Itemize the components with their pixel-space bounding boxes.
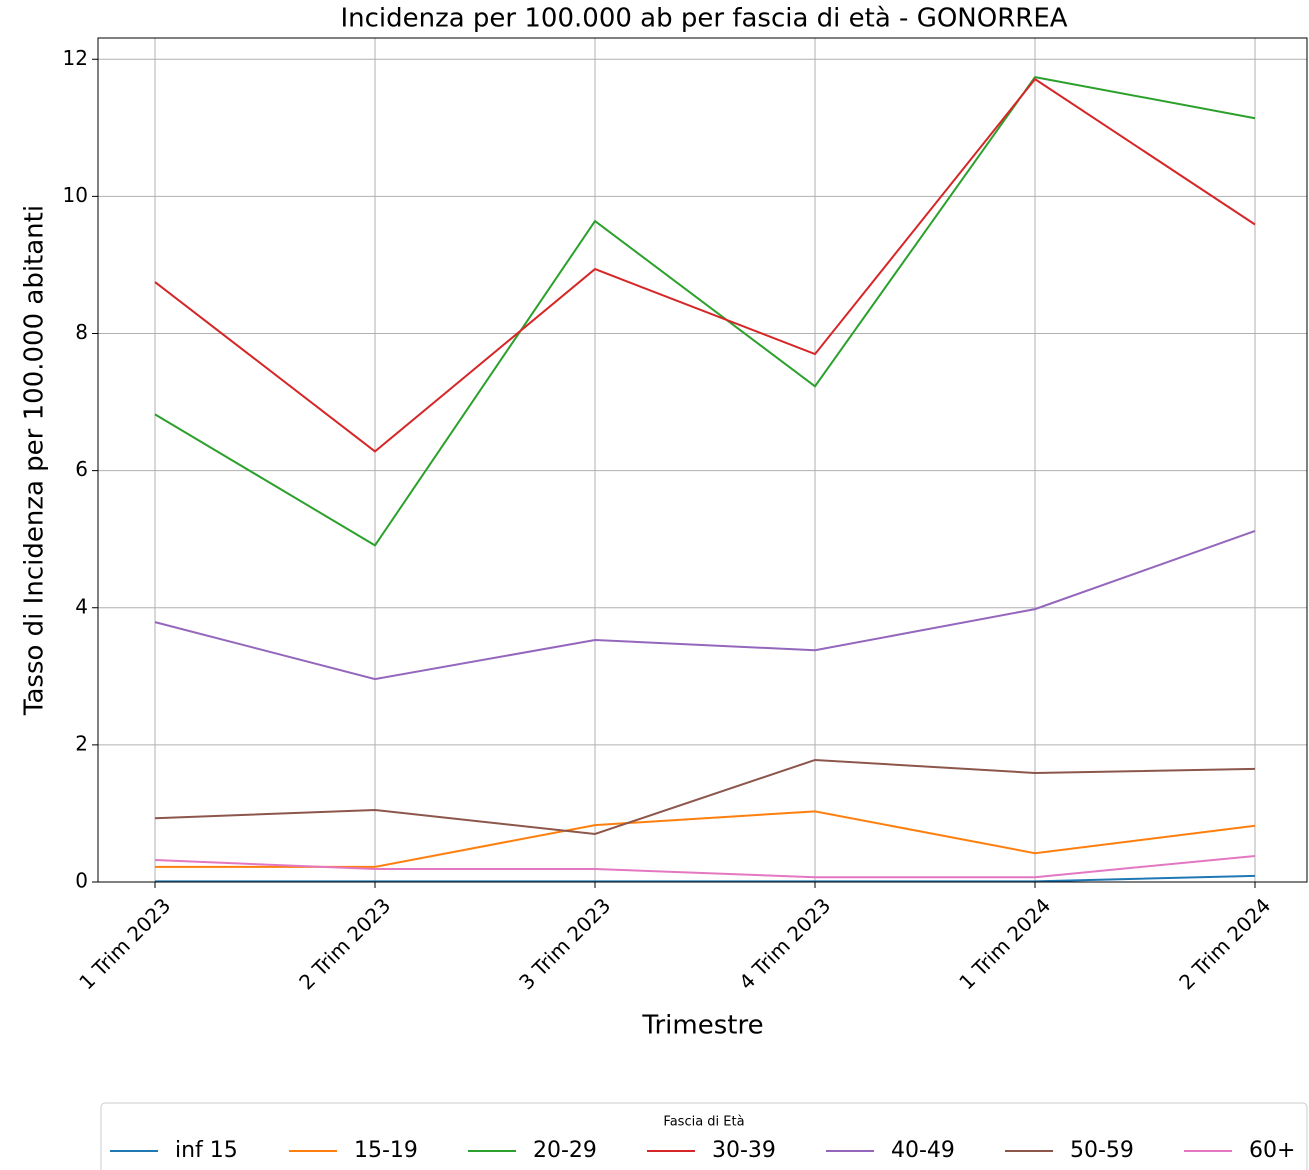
series-line: [154, 75, 1256, 547]
y-tick-label: 12: [63, 46, 88, 70]
series-line: [154, 758, 1256, 836]
y-tick-label: 6: [75, 457, 88, 481]
y-tick-label: 0: [75, 869, 88, 893]
x-tick-label: 1 Trim 2024: [954, 893, 1055, 994]
y-tick-label: 2: [75, 731, 88, 755]
legend-label: inf 15: [175, 1138, 238, 1163]
legend-label: 30-39: [712, 1138, 776, 1163]
x-tick-label: 2 Trim 2023: [294, 893, 395, 994]
y-tick-label: 10: [63, 183, 88, 207]
y-tick-label: 8: [75, 320, 88, 344]
x-tick-label: 3 Trim 2023: [514, 893, 615, 994]
legend-label: 20-29: [533, 1138, 597, 1163]
x-tick-label: 2 Trim 2024: [1174, 893, 1275, 994]
series-line: [154, 854, 1256, 879]
chart-title: Incidenza per 100.000 ab per fascia di e…: [340, 4, 1067, 34]
legend-label: 50-59: [1070, 1138, 1134, 1163]
series-line: [155, 874, 1256, 883]
plot-frame: [97, 37, 1308, 883]
y-tick-label: 4: [75, 594, 88, 618]
y-axis-label: Tasso di Incidenza per 100.000 abitanti: [20, 205, 50, 716]
series-line: [154, 77, 1256, 453]
legend-label: 40-49: [891, 1138, 955, 1163]
series-line: [155, 810, 1256, 868]
series-line: [154, 530, 1256, 681]
legend-label: 15-19: [354, 1138, 418, 1163]
legend-label: 60+: [1249, 1138, 1295, 1163]
x-tick-label: 4 Trim 2023: [734, 893, 835, 994]
x-tick-label: 1 Trim 2023: [74, 893, 175, 994]
legend-box: [100, 1102, 1308, 1170]
legend-title: Fascia di Età: [663, 1115, 744, 1130]
x-axis-label: Trimestre: [641, 1011, 763, 1041]
